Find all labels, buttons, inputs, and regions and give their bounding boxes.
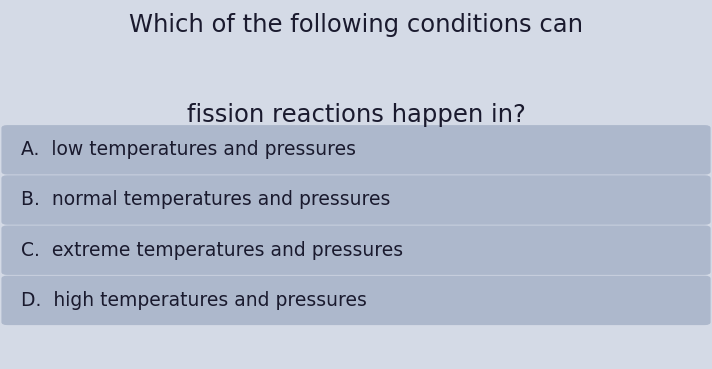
Text: B.  normal temperatures and pressures: B. normal temperatures and pressures <box>21 190 391 210</box>
FancyBboxPatch shape <box>1 276 711 325</box>
Text: D.  high temperatures and pressures: D. high temperatures and pressures <box>21 291 367 310</box>
Text: fission reactions happen in?: fission reactions happen in? <box>187 103 525 127</box>
Text: C.  extreme temperatures and pressures: C. extreme temperatures and pressures <box>21 241 404 260</box>
FancyBboxPatch shape <box>1 125 711 175</box>
Text: A.  low temperatures and pressures: A. low temperatures and pressures <box>21 140 357 159</box>
FancyBboxPatch shape <box>1 225 711 275</box>
FancyBboxPatch shape <box>1 175 711 225</box>
Text: Which of the following conditions can: Which of the following conditions can <box>129 13 583 37</box>
